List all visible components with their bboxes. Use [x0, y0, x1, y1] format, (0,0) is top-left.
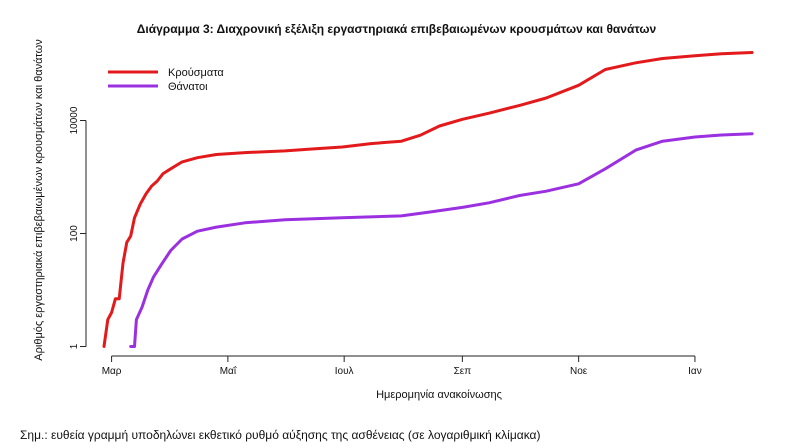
y-axis-title: Αριθμός εργαστηριακά επιβεβαιωμένων κρου…: [33, 39, 45, 361]
x-axis-title: Ημερομηνία ανακοίνωσης: [376, 389, 502, 401]
series-layer: [102, 51, 754, 348]
chart-title: Διάγραμμα 3: Διαχρονική εξέλιξη εργαστηρ…: [136, 22, 657, 36]
legend: Κρούσματα Θάνατοι: [108, 67, 224, 93]
y-tick-label: 1: [69, 343, 80, 349]
series-line-1: [129, 132, 754, 348]
legend-label-1: Θάνατοι: [168, 81, 208, 93]
x-tick-label: Νοε: [570, 366, 588, 377]
x-tick-label: Ιαν: [688, 366, 702, 377]
x-tick-label: Μαρ: [102, 366, 122, 377]
x-tick-label: Ιουλ: [335, 366, 354, 377]
y-tick-label: 10000: [69, 106, 80, 134]
footnote: Σημ.: ευθεία γραμμή υποδηλώνει εκθετικό …: [20, 428, 541, 442]
axes: 1 100 10000 Μαρ Μαΐ Ιουλ Σεπ Νοε Ιαν: [69, 106, 702, 377]
y-tick-label: 100: [69, 225, 80, 242]
x-tick-label: Σεπ: [454, 366, 472, 377]
legend-label-0: Κρούσματα: [168, 67, 224, 79]
x-tick-label: Μαΐ: [220, 365, 237, 377]
series-line-0: [102, 51, 754, 348]
